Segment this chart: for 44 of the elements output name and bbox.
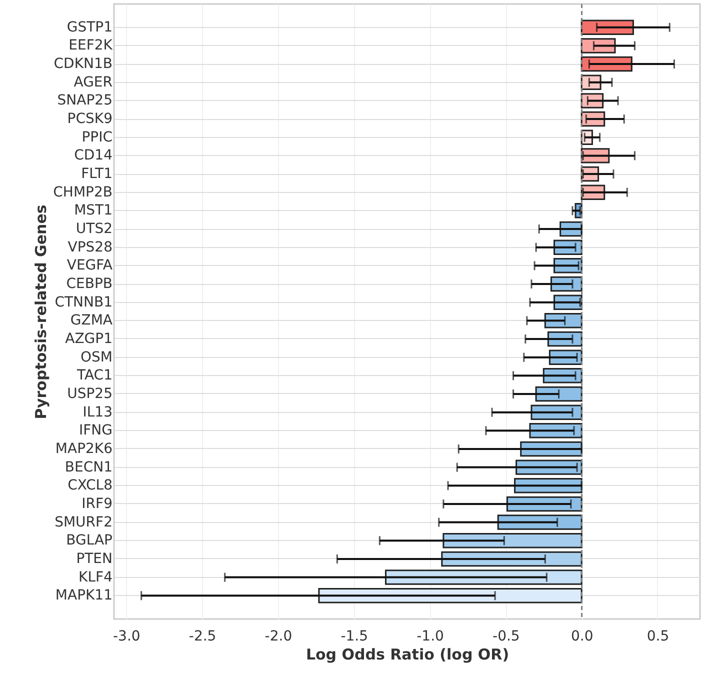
y-tick-label: IFNG bbox=[78, 422, 112, 439]
y-tick-label: IL13 bbox=[82, 404, 112, 420]
y-tick-label: TAC1 bbox=[76, 368, 112, 384]
x-tick-label: -1.5 bbox=[340, 628, 368, 644]
y-tick-label: AGER bbox=[74, 74, 113, 90]
y-tick-label: VPS28 bbox=[68, 239, 112, 256]
bar bbox=[318, 588, 582, 604]
y-tick-label: USP25 bbox=[67, 386, 112, 402]
y-tick-label: CEBPB bbox=[66, 276, 112, 292]
y-tick-label: EEF2K bbox=[68, 38, 114, 54]
y-tick-label: PTEN bbox=[76, 550, 112, 567]
bar bbox=[442, 533, 582, 548]
y-tick-label: CHMP2B bbox=[53, 184, 112, 200]
y-tick-label: BGLAP bbox=[66, 532, 112, 549]
y-tick-label: OSM bbox=[80, 349, 112, 366]
y-tick-label: FLT1 bbox=[81, 166, 112, 182]
y-tick-label: SMURF2 bbox=[54, 514, 112, 530]
y-axis-title: Pyroptosis-related Genes bbox=[32, 204, 50, 420]
y-tick-label: CDKN1B bbox=[54, 56, 112, 72]
y-tick-label: PCSK9 bbox=[67, 111, 112, 128]
x-tick-label: -2.5 bbox=[188, 628, 216, 644]
y-tick-label: PPIC bbox=[82, 129, 113, 146]
y-tick-label: CD14 bbox=[74, 148, 113, 164]
y-tick-label: GZMA bbox=[70, 312, 113, 329]
y-tick-label: BECN1 bbox=[64, 459, 112, 476]
y-tick-label: SNAP25 bbox=[57, 92, 112, 109]
x-tick-label: -1.0 bbox=[416, 628, 444, 644]
x-tick-label: -0.5 bbox=[492, 628, 520, 644]
x-axis-title: Log Odds Ratio (log OR) bbox=[306, 646, 510, 664]
y-tick-label: GSTP1 bbox=[66, 19, 112, 36]
y-tick-label: UTS2 bbox=[76, 221, 112, 238]
y-tick-label: KLF4 bbox=[78, 569, 113, 586]
y-tick-label: AZGP1 bbox=[65, 330, 112, 347]
x-tick-label: -3.0 bbox=[112, 628, 140, 644]
y-tick-label: IRF9 bbox=[82, 496, 112, 512]
y-tick-label: MAPK11 bbox=[55, 588, 112, 604]
y-tick-label: CXCL8 bbox=[68, 478, 112, 494]
y-tick-label: MAP2K6 bbox=[55, 440, 113, 457]
x-tick-label: 0.0 bbox=[570, 628, 594, 644]
y-tick-label: VEGFA bbox=[66, 258, 113, 274]
y-tick-label: CTNNB1 bbox=[54, 294, 112, 310]
y-tick-label: MST1 bbox=[74, 202, 112, 219]
x-tick-label: 0.5 bbox=[646, 628, 670, 644]
x-tick-label: -2.0 bbox=[264, 628, 292, 644]
